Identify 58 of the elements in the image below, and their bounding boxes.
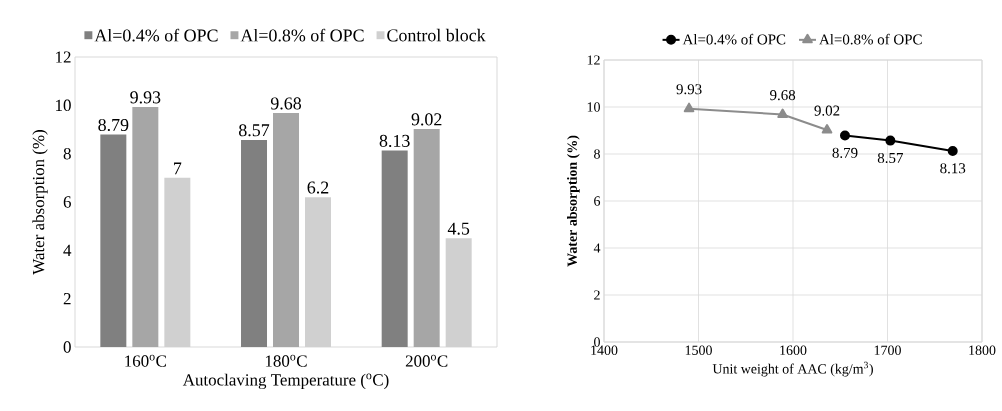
y-tick-label: 2 — [594, 290, 600, 300]
data-label: 8.13 — [379, 134, 410, 147]
legend-label: Al=0.4% of OPC — [682, 33, 786, 45]
point — [683, 102, 695, 113]
x-tick-label: 1400 — [591, 345, 618, 355]
point — [885, 135, 896, 146]
y-tick-label: 2 — [63, 293, 71, 305]
x-tick-label: 1700 — [874, 345, 901, 355]
data-label: 9.02 — [814, 105, 840, 116]
x-tick-label: 160$^{o}$C — [125, 354, 166, 367]
legend-label: Al=0.8% of OPC — [819, 33, 922, 45]
x-tick-label: 200$^{o}$C — [405, 354, 448, 367]
point — [821, 124, 833, 134]
y-axis-title: Water absorption (%) — [32, 130, 48, 275]
x-axis-title: Unit weight of AAC (kg/m$^{3}$) — [712, 361, 873, 377]
legend-label: Control block — [387, 28, 486, 42]
bar — [413, 129, 440, 347]
data-label: 8.57 — [239, 124, 270, 137]
y-axis-title: Water absorption (%) — [567, 135, 580, 267]
y-tick-label: 6 — [63, 196, 71, 208]
x-tick-label: 180$^{o}$C — [265, 354, 307, 367]
y-tick-label: 10 — [56, 99, 71, 112]
y-tick-label: 0 — [63, 341, 71, 353]
data-label: 4.5 — [447, 222, 470, 235]
bar — [100, 134, 127, 347]
point — [777, 108, 788, 119]
data-label: 9.02 — [411, 113, 442, 126]
data-label: 9.68 — [770, 90, 796, 101]
bar — [241, 139, 268, 347]
y-tick-label: 8 — [63, 147, 71, 160]
bar — [381, 150, 408, 347]
x-tick-label: 1600 — [780, 345, 807, 355]
y-tick-label: 12 — [587, 55, 600, 65]
data-label: 7 — [174, 162, 182, 175]
data-label: 8.79 — [98, 118, 129, 132]
y-tick-label: 0 — [594, 337, 600, 347]
data-label: 8.13 — [940, 163, 966, 174]
data-label: 6.2 — [307, 181, 329, 194]
point — [947, 145, 958, 156]
bar — [132, 107, 159, 347]
x-axis-title: Autoclaving Temperature ($^{o}$C) — [182, 373, 389, 390]
y-tick-label: 6 — [594, 196, 601, 206]
legend-label: Al=0.4% of OPC — [94, 28, 218, 42]
y-tick-label: 4 — [63, 244, 72, 256]
bar — [273, 113, 300, 347]
y-tick-label: 4 — [593, 243, 601, 253]
y-tick-label: 8 — [594, 149, 600, 159]
data-label: 8.57 — [877, 152, 903, 164]
data-label: 9.93 — [676, 84, 702, 95]
data-label: 8.79 — [832, 147, 858, 158]
point — [839, 130, 850, 141]
y-tick-label: 10 — [587, 102, 600, 112]
y-tick-label: 12 — [56, 51, 71, 63]
x-tick-label: 1500 — [685, 345, 712, 355]
data-label: 9.68 — [270, 97, 302, 110]
x-tick-label: 1800 — [969, 345, 996, 355]
legend-label: Al=0.8% of OPC — [240, 28, 364, 42]
data-label: 9.93 — [130, 91, 161, 104]
